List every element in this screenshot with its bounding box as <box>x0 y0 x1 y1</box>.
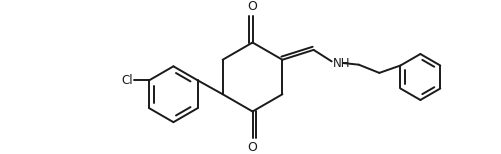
Text: O: O <box>247 0 258 13</box>
Text: O: O <box>247 141 258 154</box>
Text: NH: NH <box>333 57 351 70</box>
Text: Cl: Cl <box>121 74 133 87</box>
